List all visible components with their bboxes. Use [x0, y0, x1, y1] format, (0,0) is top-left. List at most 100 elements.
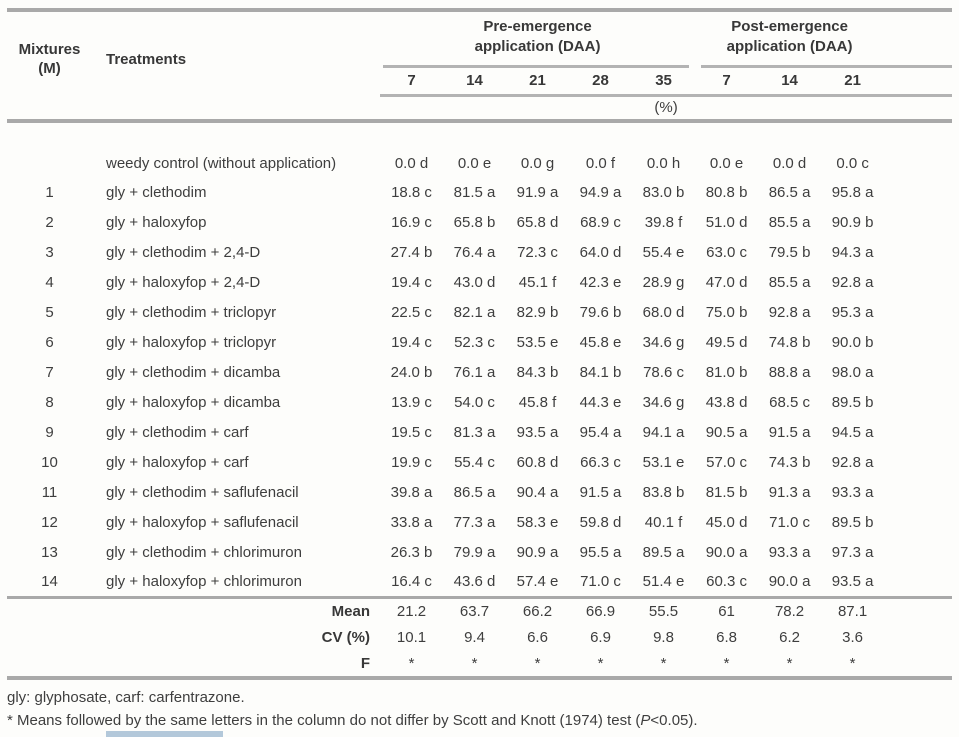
summary-value-cell: 6.9 [590, 629, 611, 646]
value-cell: 75.0 b [705, 303, 748, 321]
value-cell: 93.5 a [516, 423, 559, 441]
value-cell: 0.0 e [709, 154, 744, 172]
value-cell: 39.8 a [390, 483, 433, 501]
value-cell: 90.0 b [831, 333, 874, 351]
row-spacer-cell [884, 624, 952, 651]
value-cell: 43.0 d [453, 273, 496, 291]
table-row: 3 gly + clethodim + 2,4-D 27.4 b 76.4 a 72.3… [7, 237, 952, 267]
summary-row: F * * * * * * * * [7, 651, 952, 678]
table-row: 7 gly + clethodim + dicamba 24.0 b 76.1 a 84… [7, 357, 952, 387]
value-cell: 43.6 d [453, 572, 496, 590]
value-cell: 83.8 b [642, 483, 685, 501]
table-row: 1 gly + clethodim 18.8 c 81.5 a 91.9 a 94.9 a… [7, 177, 952, 207]
col-header-pre-daa-21: 21 [529, 72, 546, 90]
value-cell: 64.0 d [579, 243, 622, 261]
col-header-pre-daa-7: 7 [407, 72, 416, 90]
summary-value-cell: 55.5 [648, 602, 679, 620]
mixture-number-cell: 3 [45, 243, 54, 261]
mixture-number-cell: 13 [41, 543, 58, 561]
value-cell: 19.4 c [391, 333, 432, 351]
footnote-statistics: * Means followed by the same letters in … [7, 710, 952, 733]
value-cell: 95.8 a [831, 183, 874, 201]
treatment-cell: gly + haloxyfop + dicamba [106, 393, 281, 411]
header-group-row: Mixtures (M) Treatments Pre-emergence ap… [7, 10, 953, 77]
row-spacer-cell [884, 121, 952, 177]
treatment-cell: gly + haloxyfop + 2,4-D [106, 273, 261, 291]
treatment-cell: gly + clethodim [106, 183, 207, 201]
value-cell: 92.8 a [831, 273, 874, 291]
value-cell: 91.5 a [768, 423, 811, 441]
row-spacer-cell [884, 387, 952, 417]
value-cell: 72.3 c [517, 243, 558, 261]
col-header-pre-daa-14: 14 [466, 72, 483, 90]
value-cell: 0.0 c [836, 154, 869, 172]
row-spacer-cell [884, 177, 952, 207]
value-cell: 95.3 a [831, 303, 874, 321]
footnote-statistics-text: * Means followed by the same letters in … [7, 711, 641, 729]
row-spacer-cell [884, 327, 952, 357]
treatment-cell: weedy control (without application) [106, 154, 337, 172]
value-cell: 91.9 a [516, 183, 559, 201]
value-cell: 45.1 f [518, 273, 557, 291]
mixture-number-cell [7, 121, 92, 177]
value-cell: 34.6 g [642, 333, 685, 351]
value-cell: 0.0 d [772, 154, 807, 172]
row-spacer-cell [884, 567, 952, 597]
value-cell: 80.8 b [705, 183, 748, 201]
value-cell: 83.0 b [642, 183, 685, 201]
value-cell: 0.0 f [585, 154, 616, 172]
mixture-number-cell: 10 [41, 453, 58, 471]
value-cell: 92.8 a [768, 303, 811, 321]
value-cell: 90.0 a [768, 572, 811, 590]
col-header-pre-daa-28: 28 [592, 72, 609, 90]
value-cell: 95.4 a [579, 423, 622, 441]
table-row: 14 gly + haloxyfop + chlorimuron 16.4 c 43.… [7, 567, 952, 597]
value-cell: 90.0 a [705, 543, 748, 561]
value-cell: 79.9 a [453, 543, 496, 561]
row-spacer-cell [884, 447, 952, 477]
value-cell: 45.0 d [705, 513, 748, 531]
value-cell: 58.3 e [516, 513, 559, 531]
mixture-number-cell: 9 [45, 423, 54, 441]
value-cell: 57.4 e [516, 572, 559, 590]
col-header-treatments: Treatments [106, 51, 187, 68]
table-row: 4 gly + haloxyfop + 2,4-D 19.4 c 43.0 d 45.1… [7, 267, 952, 297]
results-table: Mixtures (M) Treatments Pre-emergence ap… [7, 8, 953, 680]
pre-emergence-label: Pre-emergence application (DAA) [474, 18, 601, 55]
value-cell: 79.5 b [768, 243, 811, 261]
value-cell: 94.9 a [579, 183, 622, 201]
row-spacer-cell [884, 417, 952, 447]
value-cell: 81.5 b [705, 483, 748, 501]
value-cell: 93.3 a [768, 543, 811, 561]
value-cell: 95.5 a [579, 543, 622, 561]
value-cell: 54.0 c [454, 393, 495, 411]
value-cell: 98.0 a [831, 363, 874, 381]
value-cell: 51.4 e [642, 572, 685, 590]
value-cell: 45.8 e [579, 333, 622, 351]
summary-value-cell: 21.2 [396, 602, 427, 620]
value-cell: 45.8 f [518, 393, 557, 411]
mixture-number-cell: 14 [41, 572, 58, 590]
treatment-cell: gly + haloxyfop + carf [106, 453, 249, 471]
value-cell: 27.4 b [390, 243, 433, 261]
row-spacer-cell [884, 477, 952, 507]
header-daa-row: 7 14 21 28 35 7 14 21 [7, 68, 952, 95]
treatment-cell: gly + haloxyfop [106, 213, 207, 231]
value-cell: 90.9 a [516, 543, 559, 561]
table-row: 12 gly + haloxyfop + saflufenacil 33.8 a 77… [7, 507, 952, 537]
row-spacer-cell [884, 267, 952, 297]
value-cell: 93.3 a [831, 483, 874, 501]
treatment-cell: gly + haloxyfop + chlorimuron [106, 572, 302, 590]
unit-label: (%) [380, 93, 953, 121]
value-cell: 85.5 a [768, 213, 811, 231]
table-body: weedy control (without application) 0.0 d… [7, 121, 952, 597]
value-cell: 28.9 g [642, 273, 685, 291]
header-spacer [884, 10, 953, 68]
value-cell: 94.3 a [831, 243, 874, 261]
mixture-number-cell: 5 [45, 303, 54, 321]
row-spacer-cell [884, 237, 952, 267]
mixture-number-cell: 7 [45, 363, 54, 381]
footnote-abbreviations: gly: glyphosate, carf: carfentrazone. [7, 689, 245, 706]
value-cell: 0.0 e [457, 154, 492, 172]
